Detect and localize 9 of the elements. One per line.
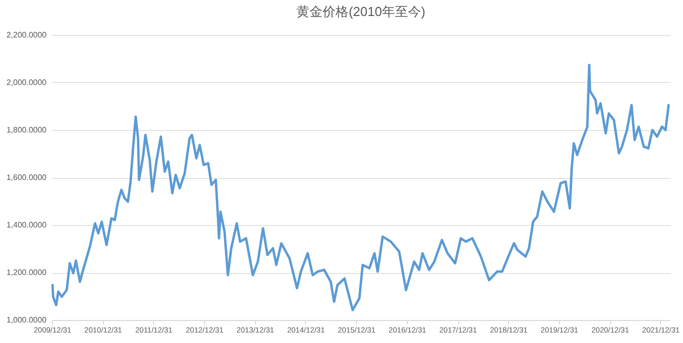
y-tick-label: 1,800.0000 <box>6 126 48 134</box>
y-tick-label: 1,600.0000 <box>6 173 48 182</box>
y-tick-label: 2,200.0000 <box>6 30 48 40</box>
y-tick-label: 1,000.0000 <box>6 316 48 324</box>
y-tick-label: 1,400.0000 <box>6 220 48 230</box>
y-tick-label: 2,000.0000 <box>6 78 48 87</box>
chart-title: 黄金价格(2010年至今) <box>296 4 426 19</box>
y-tick-label: 1,200.0000 <box>6 268 48 277</box>
line-series <box>51 64 670 312</box>
